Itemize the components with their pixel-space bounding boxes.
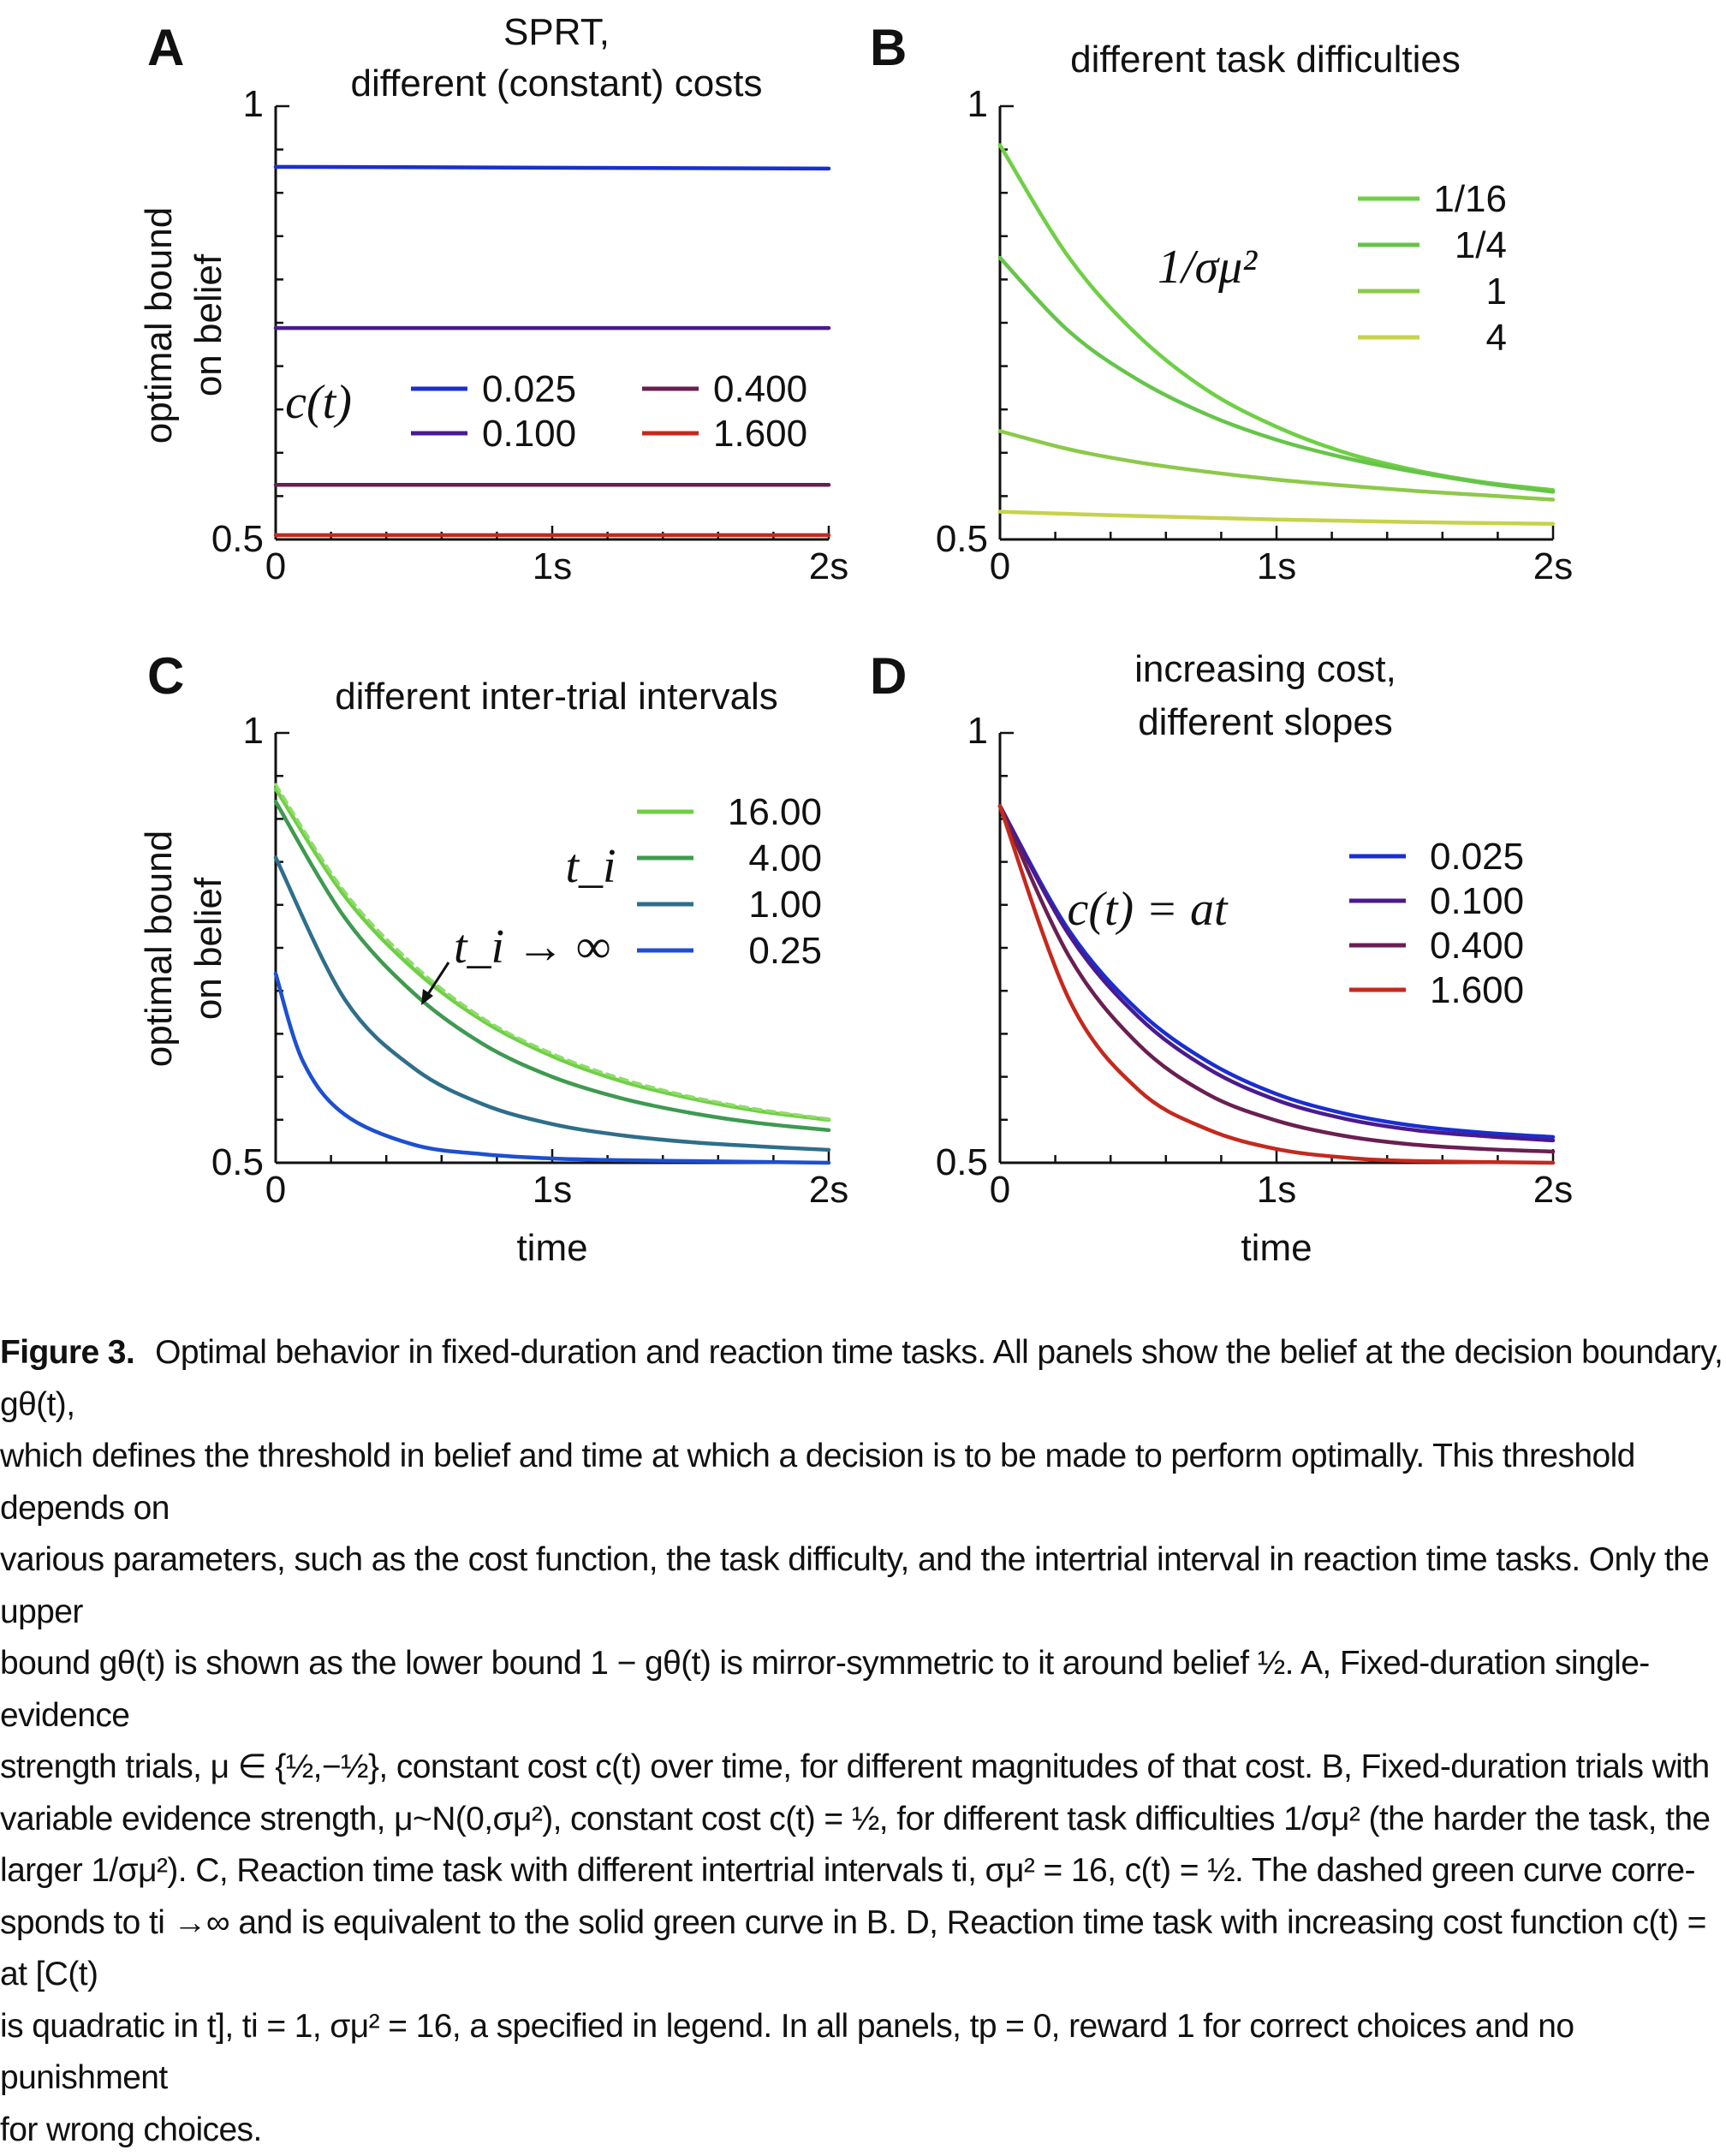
- panel-letter: B: [870, 19, 907, 76]
- legend-title: c(t): [285, 376, 352, 429]
- legend-label: 0.025: [482, 368, 576, 410]
- y-axis-label-line: optimal bound: [138, 207, 180, 444]
- caption-text: is quadratic in t], ti = 1, σμ² = 16, a …: [0, 2008, 1574, 2097]
- caption-line: Figure 3.Optimal behavior in fixed-durat…: [0, 1327, 1726, 1431]
- x-tick-label: 2s: [1533, 545, 1573, 587]
- caption-line: is quadratic in t], ti = 1, σμ² = 16, a …: [0, 2001, 1726, 2105]
- panel-letter: D: [870, 647, 907, 705]
- caption-text: various parameters, such as the cost fun…: [0, 1541, 1709, 1630]
- x-tick-label: 1s: [533, 1169, 572, 1211]
- panel-letter: A: [147, 19, 184, 76]
- caption-text: sponds to ti →∞ and is equivalent to the…: [0, 1904, 1706, 1993]
- figure-caption: Figure 3.Optimal behavior in fixed-durat…: [0, 1327, 1726, 1827]
- legend-label: 0.400: [713, 368, 807, 410]
- legend-label: 1.600: [713, 413, 807, 455]
- panel-a: A SPRT, different (constant) costs 0 1s 2s 0.5…: [138, 11, 848, 587]
- legend-label: 0.025: [1430, 836, 1524, 878]
- caption-line: which defines the threshold in belief an…: [0, 1431, 1726, 1534]
- y-axis-label-line: on belief: [187, 877, 229, 1020]
- legend-label: 16.00: [728, 791, 822, 833]
- caption-text: strength trials, μ ∈ {½,−½}, constant co…: [0, 1748, 1710, 1785]
- x-tick-label: 1s: [1257, 1169, 1296, 1211]
- caption-text: which defines the threshold in belief an…: [0, 1438, 1635, 1527]
- x-tick-label: 0: [265, 1169, 286, 1211]
- x-axis-label: time: [1241, 1227, 1312, 1269]
- legend-label: 4: [1486, 317, 1507, 359]
- x-tick-label: 1s: [1257, 545, 1296, 587]
- caption-line: variable evidence strength, μ~N(0,σμ²), …: [0, 1794, 1726, 1846]
- y-axis-label-line: optimal bound: [138, 831, 180, 1067]
- y-tick-label: 0.5: [936, 518, 988, 560]
- x-tick-label: 2s: [1533, 1169, 1573, 1211]
- series-line-1/4: [1000, 258, 1553, 491]
- caption-text: larger 1/σμ²). C, Reaction time task wit…: [0, 1852, 1695, 1889]
- y-tick-label: 0.5: [211, 518, 264, 560]
- x-tick-label: 1s: [533, 545, 572, 587]
- caption-text: for wrong choices.: [0, 2111, 262, 2148]
- y-tick-label: 1: [967, 710, 988, 752]
- legend-label: 1.00: [748, 884, 822, 926]
- x-tick-label: 0: [990, 545, 1010, 587]
- panel-letter: C: [147, 647, 184, 705]
- y-tick-label: 1: [243, 83, 264, 125]
- legend: 1/σμ² 1/161/4 14: [1158, 178, 1507, 359]
- legend-label: 0.100: [482, 413, 576, 455]
- legend-label: 1.600: [1430, 969, 1524, 1011]
- y-tick-label: 1: [243, 710, 264, 752]
- legend-label: 0.25: [748, 930, 822, 972]
- legend-label: 1/16: [1433, 178, 1507, 220]
- x-axis-label: time: [516, 1227, 587, 1269]
- caption-line: various parameters, such as the cost fun…: [0, 1534, 1726, 1638]
- caption-text: bound gθ(t) is shown as the lower bound …: [0, 1645, 1650, 1734]
- y-tick-label: 0.5: [936, 1141, 988, 1183]
- x-tick-label: 0: [265, 545, 286, 587]
- panel-title: different task difficulties: [1070, 39, 1461, 80]
- legend-label: 0.400: [1430, 925, 1524, 967]
- panel-title: SPRT,: [503, 11, 610, 53]
- caption-text: variable evidence strength, μ~N(0,σμ²), …: [0, 1801, 1711, 1837]
- panel-title: different (constant) costs: [351, 63, 763, 104]
- caption-figure-label: Figure 3.: [0, 1334, 134, 1371]
- legend-title: 1/σμ²: [1158, 241, 1258, 294]
- panel-title: different inter-trial intervals: [335, 676, 778, 718]
- series-line-4: [1000, 512, 1553, 524]
- x-tick-label: 2s: [809, 1169, 848, 1211]
- caption-line: sponds to ti →∞ and is equivalent to the…: [0, 1897, 1726, 2001]
- figure-3: A SPRT, different (constant) costs 0 1s 2s 0.5…: [0, 0, 1726, 1301]
- y-tick-label: 1: [967, 83, 988, 125]
- annotation-label: t_i → ∞: [454, 920, 610, 974]
- caption-text: Optimal behavior in fixed-duration and r…: [0, 1334, 1723, 1423]
- caption-line: bound gθ(t) is shown as the lower bound …: [0, 1638, 1726, 1742]
- y-axis-label-line: on belief: [187, 253, 229, 396]
- caption-line: larger 1/σμ²). C, Reaction time task wit…: [0, 1845, 1726, 1897]
- x-tick-label: 0: [990, 1169, 1010, 1211]
- series-line-0.25: [276, 974, 829, 1163]
- series-line-0.025: [276, 167, 829, 169]
- legend-label: 4.00: [748, 837, 822, 879]
- legend-title: c(t) = at: [1067, 883, 1229, 936]
- panel-title: increasing cost,: [1134, 648, 1396, 690]
- y-tick-label: 0.5: [211, 1141, 264, 1183]
- legend-label: 1/4: [1455, 224, 1507, 266]
- legend-title: t_i: [565, 840, 616, 893]
- caption-line: strength trials, μ ∈ {½,−½}, constant co…: [0, 1742, 1726, 1794]
- panel-title: different slopes: [1138, 701, 1393, 743]
- legend-label: 0.100: [1430, 880, 1524, 922]
- legend-label: 1: [1486, 271, 1507, 313]
- caption-line: for wrong choices.: [0, 2105, 1726, 2156]
- x-tick-label: 2s: [809, 545, 848, 587]
